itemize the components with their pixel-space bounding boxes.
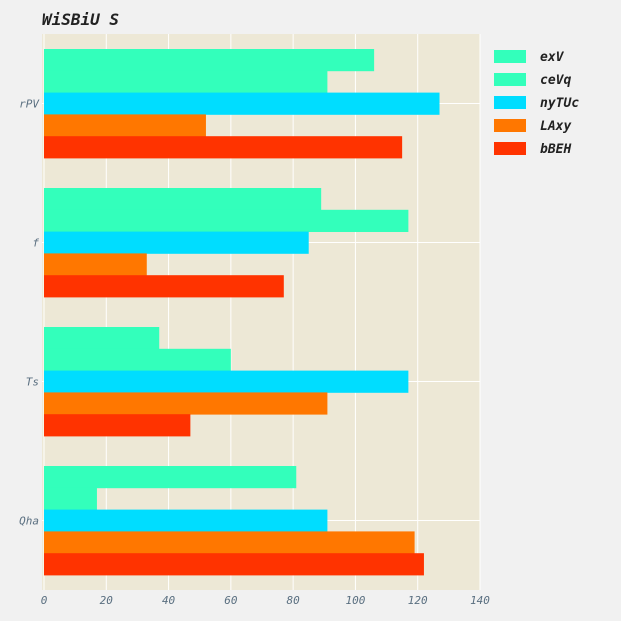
bar <box>44 188 322 211</box>
legend-swatch <box>494 96 526 109</box>
legend-label: exV <box>540 50 565 65</box>
x-axis-ticks: 0 20 40 60 80 100 120 140 <box>41 594 491 607</box>
legend-swatch <box>494 142 526 155</box>
x-tick-label: 20 <box>100 594 114 607</box>
y-tick-label: rPV <box>19 98 40 111</box>
chart-title: WiSBiU S <box>42 10 119 29</box>
bar <box>44 553 424 576</box>
bar <box>44 70 328 93</box>
y-tick-label: Ts <box>26 376 39 389</box>
bar <box>44 466 297 489</box>
bar <box>44 414 191 437</box>
x-tick-label: 60 <box>224 594 238 607</box>
bar <box>44 253 147 276</box>
bar <box>44 92 440 115</box>
legend-label: bBEH <box>540 142 571 157</box>
x-tick-label: 80 <box>287 594 301 607</box>
x-tick-label: 40 <box>162 594 176 607</box>
y-tick-label: Qha <box>19 515 39 528</box>
bar <box>44 487 97 510</box>
legend-label: nyTUc <box>540 96 579 111</box>
bar <box>44 327 160 350</box>
legend-label: ceVq <box>540 73 571 88</box>
bar <box>44 370 409 393</box>
bar <box>44 136 403 159</box>
x-tick-label: 100 <box>345 594 365 607</box>
x-tick-label: 120 <box>408 594 428 607</box>
y-axis-ticks: rPV f Ts Qha <box>19 98 40 528</box>
bar <box>44 114 206 137</box>
legend-swatch <box>494 73 526 86</box>
bars <box>44 49 440 576</box>
bar <box>44 392 328 415</box>
bar <box>44 231 309 254</box>
legend-label: LAxy <box>540 119 571 134</box>
legend: exV ceVq nyTUc LAxy bBEH <box>494 50 579 157</box>
bar <box>44 348 231 371</box>
x-tick-label: 0 <box>41 594 48 607</box>
bar <box>44 49 375 72</box>
bar <box>44 531 415 554</box>
legend-swatch <box>494 50 526 63</box>
y-tick-label: f <box>32 237 39 250</box>
bar <box>44 509 328 532</box>
x-tick-label: 140 <box>470 594 490 607</box>
bar <box>44 209 409 232</box>
legend-swatch <box>494 119 526 132</box>
bar <box>44 275 284 298</box>
